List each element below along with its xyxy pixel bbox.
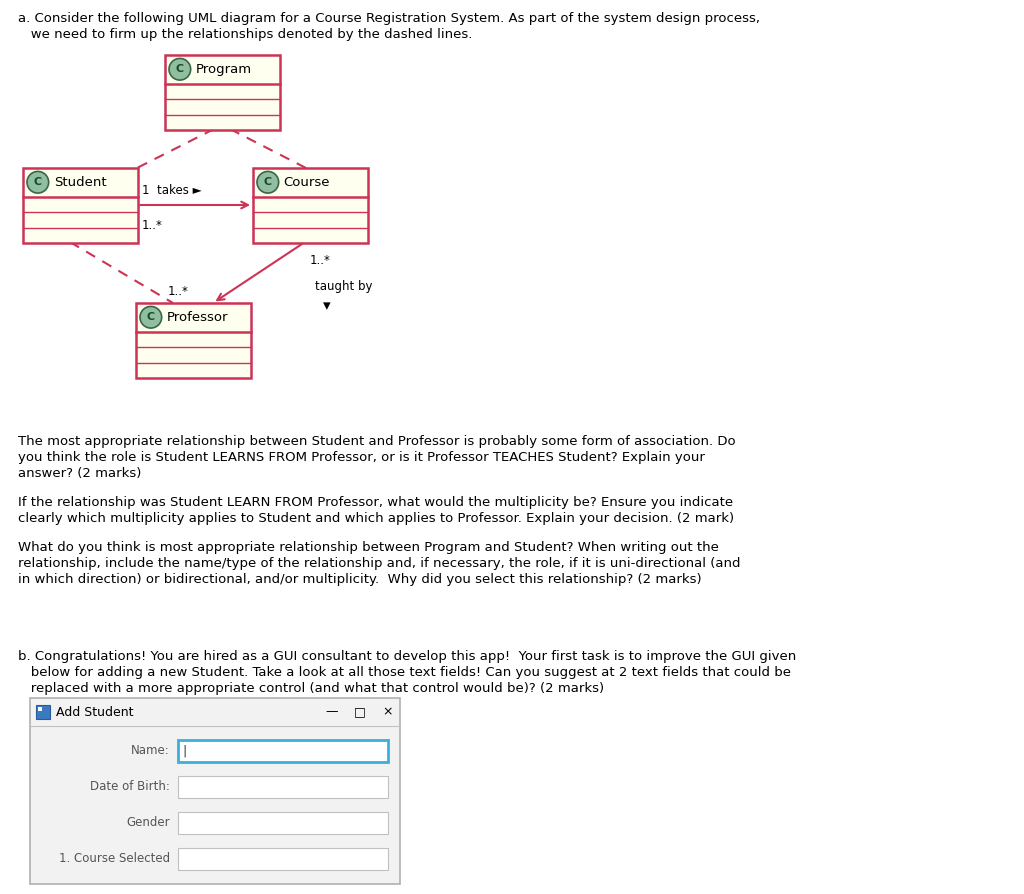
Circle shape — [257, 172, 279, 193]
Text: —: — — [326, 705, 338, 719]
Text: Student: Student — [53, 176, 106, 189]
FancyBboxPatch shape — [38, 707, 42, 711]
Text: C: C — [176, 64, 184, 74]
Text: C: C — [146, 312, 155, 322]
Text: answer? (2 marks): answer? (2 marks) — [18, 467, 141, 480]
Text: you think the role is Student LEARNS FROM Professor, or is it Professor TEACHES : you think the role is Student LEARNS FRO… — [18, 451, 705, 464]
Text: clearly which multiplicity applies to Student and which applies to Professor. Ex: clearly which multiplicity applies to St… — [18, 511, 734, 525]
Text: replaced with a more appropriate control (and what that control would be)? (2 ma: replaced with a more appropriate control… — [18, 682, 604, 695]
Text: 1  takes ►: 1 takes ► — [142, 184, 202, 197]
Text: C: C — [264, 177, 272, 187]
FancyBboxPatch shape — [253, 168, 368, 243]
Circle shape — [27, 172, 49, 193]
Text: Gender: Gender — [126, 816, 170, 830]
Text: Add Student: Add Student — [56, 705, 133, 719]
Text: □: □ — [354, 705, 366, 719]
Text: |: | — [182, 745, 186, 757]
Text: 1. Course Selected: 1. Course Selected — [58, 853, 170, 865]
Circle shape — [169, 58, 190, 80]
Text: 1..*: 1..* — [310, 254, 331, 267]
Text: a. Consider the following UML diagram for a Course Registration System. As part : a. Consider the following UML diagram fo… — [18, 12, 760, 25]
Text: in which direction) or bidirectional, and/or multiplicity.  Why did you select t: in which direction) or bidirectional, an… — [18, 572, 701, 586]
FancyBboxPatch shape — [30, 698, 400, 884]
Text: What do you think is most appropriate relationship between Program and Student? : What do you think is most appropriate re… — [18, 541, 719, 553]
Text: ×: × — [383, 705, 393, 719]
Text: b. Congratulations! You are hired as a GUI consultant to develop this app!  Your: b. Congratulations! You are hired as a G… — [18, 650, 797, 663]
FancyBboxPatch shape — [23, 168, 138, 243]
Text: below for adding a new Student. Take a look at all those text fields! Can you su: below for adding a new Student. Take a l… — [18, 666, 791, 679]
Text: Date of Birth:: Date of Birth: — [90, 780, 170, 794]
FancyBboxPatch shape — [36, 705, 50, 719]
FancyBboxPatch shape — [178, 848, 388, 870]
Text: C: C — [34, 177, 42, 187]
Text: taught by: taught by — [315, 280, 373, 293]
FancyBboxPatch shape — [165, 55, 280, 130]
Text: If the relationship was Student LEARN FROM Professor, what would the multiplicit: If the relationship was Student LEARN FR… — [18, 496, 733, 509]
FancyBboxPatch shape — [136, 303, 251, 378]
Text: The most appropriate relationship between Student and Professor is probably some: The most appropriate relationship betwee… — [18, 435, 735, 448]
Circle shape — [140, 307, 162, 328]
Text: 1..*: 1..* — [142, 219, 163, 232]
FancyBboxPatch shape — [178, 776, 388, 798]
Text: ▾: ▾ — [324, 298, 331, 313]
Text: 1..*: 1..* — [168, 285, 188, 298]
Text: Program: Program — [196, 63, 252, 76]
Text: Professor: Professor — [167, 311, 228, 324]
FancyBboxPatch shape — [178, 740, 388, 762]
FancyBboxPatch shape — [178, 812, 388, 834]
Text: we need to firm up the relationships denoted by the dashed lines.: we need to firm up the relationships den… — [18, 28, 472, 41]
Text: Course: Course — [284, 176, 330, 189]
Text: Name:: Name: — [131, 745, 170, 757]
Text: relationship, include the name/type of the relationship and, if necessary, the r: relationship, include the name/type of t… — [18, 557, 740, 569]
